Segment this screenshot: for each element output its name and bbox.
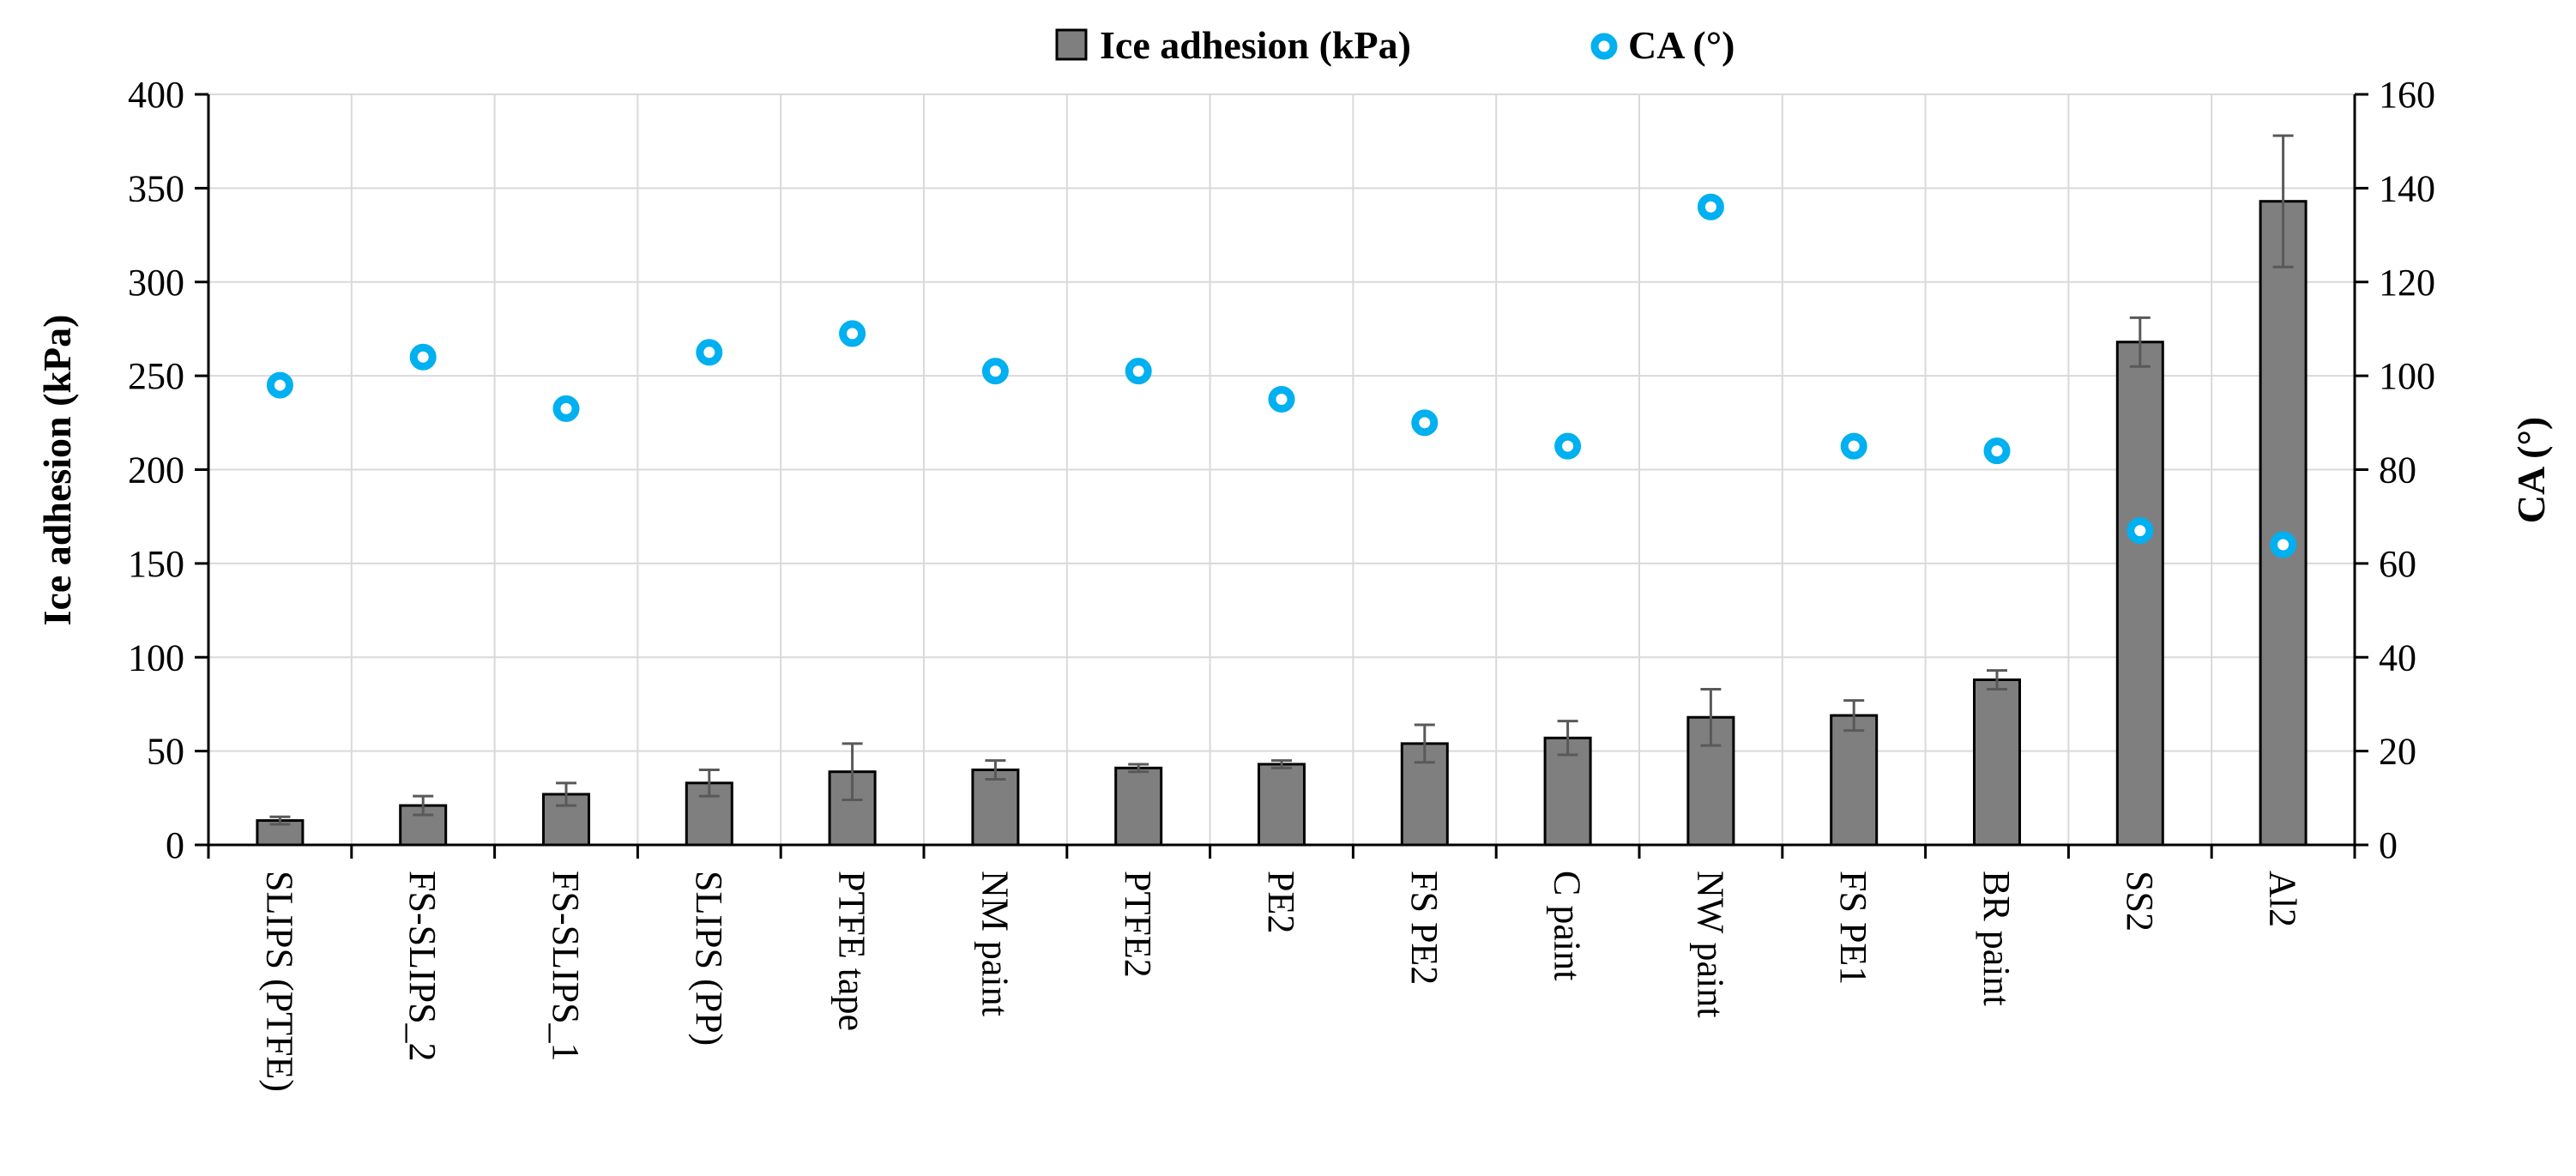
ca-point: [266, 371, 293, 399]
ca-point: [1697, 193, 1724, 220]
y-tick-label: 200: [128, 449, 184, 492]
category-label: SLIPS (PP): [688, 871, 730, 1046]
category-label: PTFE tape: [831, 871, 873, 1031]
ca-point: [1840, 432, 1867, 460]
y2-tick-label: 80: [2379, 449, 2416, 492]
gridlines: [208, 93, 2355, 845]
bar: [1830, 714, 1879, 847]
category-labels: SLIPS (PTFE) FS-SLIPS_2 FS-SLIPS_1 SLIPS (P…: [258, 871, 2303, 1092]
legend-label-ice-adhesion: Ice adhesion (kPa): [1100, 23, 1411, 67]
ca-point: [1983, 437, 2011, 465]
y2-tick-label: 160: [2379, 74, 2435, 116]
y-tick-label: 50: [147, 731, 184, 773]
y2-tick-label: 20: [2379, 731, 2416, 773]
ca-point: [552, 395, 580, 422]
ca-point: [1268, 385, 1295, 413]
ca-point: [1411, 409, 1439, 437]
category-label: PTFE2: [1117, 871, 1159, 978]
legend: Ice adhesion (kPa) CA (°): [1055, 23, 1734, 67]
ca-point: [696, 339, 723, 366]
category-label: FS PE2: [1403, 871, 1445, 985]
category-label: NM paint: [974, 871, 1016, 1016]
y-tick-label: 350: [128, 167, 184, 209]
bar: [2115, 341, 2164, 847]
bar: [971, 769, 1020, 847]
y2-tick-label: 120: [2379, 262, 2435, 304]
bar: [2259, 200, 2308, 847]
category-label: FS PE1: [1832, 871, 1874, 985]
ca-point: [981, 358, 1009, 385]
y2-tick-label: 100: [2379, 355, 2435, 397]
legend-ca-swatch: [1590, 33, 1618, 60]
ca-points: [266, 193, 2297, 558]
category-label: FS-SLIPS_2: [401, 871, 443, 1062]
y-axis-title: Ice adhesion (kPa): [35, 315, 79, 626]
y-tick-label: 250: [128, 355, 184, 397]
y-tick-label: 100: [128, 636, 184, 678]
category-label: C paint: [1547, 871, 1589, 980]
y-tick-label: 150: [128, 543, 184, 585]
ca-point: [1554, 432, 1582, 460]
y-tick-label: 400: [128, 74, 184, 116]
y2-axis-title: CA (°): [2509, 417, 2553, 523]
right-axis-ticks: 0 20 40 60 80 100 120 140 160: [2379, 74, 2435, 866]
error-bars: [269, 134, 2294, 826]
ca-point: [409, 343, 437, 371]
bar: [1114, 766, 1163, 847]
category-label: PE2: [1260, 871, 1302, 933]
bars: [256, 200, 2308, 847]
left-axis-ticks: 0 50 100 150 200 250 300 350 400: [128, 74, 184, 866]
y-tick-label: 300: [128, 262, 184, 304]
category-label: BR paint: [1976, 871, 2018, 1006]
legend-label-ca: CA (°): [1628, 23, 1734, 67]
ca-point: [2127, 517, 2154, 545]
bar: [1973, 678, 2021, 847]
category-label: SS2: [2119, 871, 2161, 932]
ca-point: [2270, 531, 2297, 558]
ca-point: [1125, 358, 1152, 385]
bar: [1258, 763, 1306, 847]
category-label: SLIPS (PTFE): [258, 871, 300, 1092]
legend-bar-swatch: [1055, 28, 1088, 61]
y2-tick-label: 60: [2379, 543, 2416, 585]
ca-point: [839, 320, 866, 347]
y2-tick-label: 0: [2379, 824, 2398, 866]
category-label: Al2: [2262, 871, 2304, 927]
category-label: FS-SLIPS_1: [545, 871, 587, 1062]
y-tick-label: 0: [166, 824, 184, 866]
category-label: NW paint: [1689, 871, 1731, 1018]
axes: [195, 93, 2368, 859]
y2-tick-label: 140: [2379, 167, 2435, 209]
y2-tick-label: 40: [2379, 636, 2416, 678]
